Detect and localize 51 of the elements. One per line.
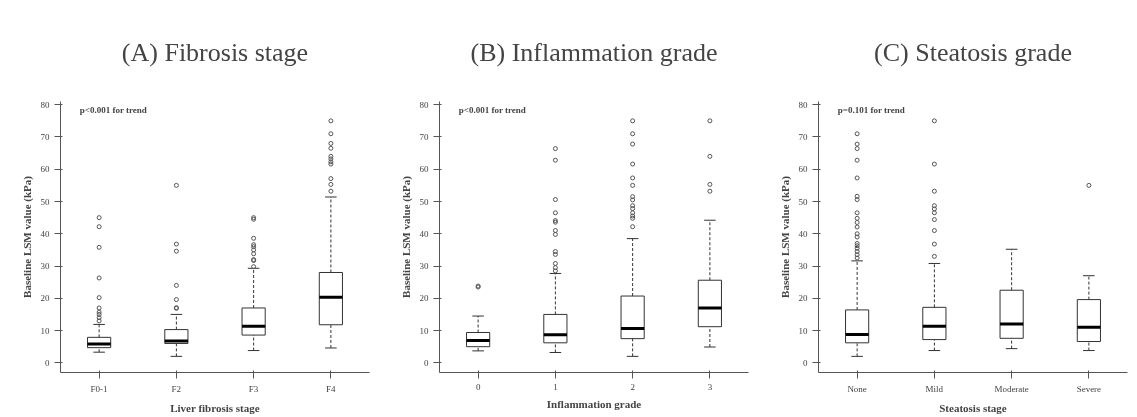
- x-tick-label: F3: [248, 383, 259, 394]
- y-tick-label: 50: [40, 196, 50, 207]
- y-tick-label: 70: [798, 131, 808, 142]
- chart-title: (C) Steatosis grade: [874, 37, 1072, 67]
- y-axis-title: Baseline LSM value (kPa): [20, 175, 34, 298]
- annotation: p=0.101 for trend: [837, 104, 905, 115]
- chart-title: (A) Fibrosis stage: [121, 37, 309, 67]
- y-axis-title: Baseline LSM value (kPa): [399, 175, 413, 298]
- y-tick-label: 30: [40, 261, 50, 272]
- y-tick-label: 70: [40, 131, 50, 142]
- x-tick-label: 1: [553, 381, 558, 392]
- annotation: p<0.001 for trend: [458, 104, 526, 115]
- y-tick-label: 60: [798, 164, 808, 175]
- x-tick-label: Severe: [1076, 383, 1102, 394]
- y-tick-label: 20: [798, 293, 808, 304]
- x-tick-label: F0-1: [90, 383, 108, 394]
- x-tick-label: 2: [630, 381, 635, 392]
- y-tick-label: 20: [40, 293, 50, 304]
- y-tick-label: 60: [40, 164, 50, 175]
- y-tick-label: 10: [419, 325, 429, 336]
- y-tick-label: 40: [40, 228, 50, 239]
- y-tick-label: 80: [798, 99, 808, 110]
- y-tick-label: 20: [419, 293, 429, 304]
- y-tick-label: 10: [798, 325, 808, 336]
- y-tick-label: 30: [419, 261, 429, 272]
- x-axis-title: Inflammation grade: [546, 397, 642, 410]
- x-tick-label: Moderate: [994, 383, 1029, 394]
- x-tick-label: F4: [326, 383, 337, 394]
- y-tick-label: 0: [424, 357, 429, 368]
- y-tick-label: 80: [419, 99, 429, 110]
- y-tick-label: 30: [798, 261, 808, 272]
- x-tick-label: None: [847, 383, 867, 394]
- y-tick-label: 40: [419, 228, 429, 239]
- x-tick-label: 3: [707, 381, 713, 392]
- y-axis-title: Baseline LSM value (kPa): [778, 175, 792, 298]
- chart-title: (B) Inflammation grade: [470, 37, 718, 67]
- y-tick-label: 0: [45, 357, 50, 368]
- x-tick-label: 0: [475, 381, 481, 392]
- y-tick-label: 10: [40, 325, 50, 336]
- y-tick-label: 0: [803, 357, 808, 368]
- annotation: p<0.001 for trend: [79, 104, 147, 115]
- y-tick-label: 50: [798, 196, 808, 207]
- x-axis-title: Liver fibrosis stage: [170, 401, 260, 414]
- x-tick-label: Mild: [925, 383, 944, 394]
- x-tick-label: F2: [171, 383, 182, 394]
- y-tick-label: 50: [419, 196, 429, 207]
- y-tick-label: 70: [419, 131, 429, 142]
- y-tick-label: 80: [40, 99, 50, 110]
- y-tick-label: 60: [419, 164, 429, 175]
- y-tick-label: 40: [798, 228, 808, 239]
- x-axis-title: Steatosis stage: [939, 401, 1007, 414]
